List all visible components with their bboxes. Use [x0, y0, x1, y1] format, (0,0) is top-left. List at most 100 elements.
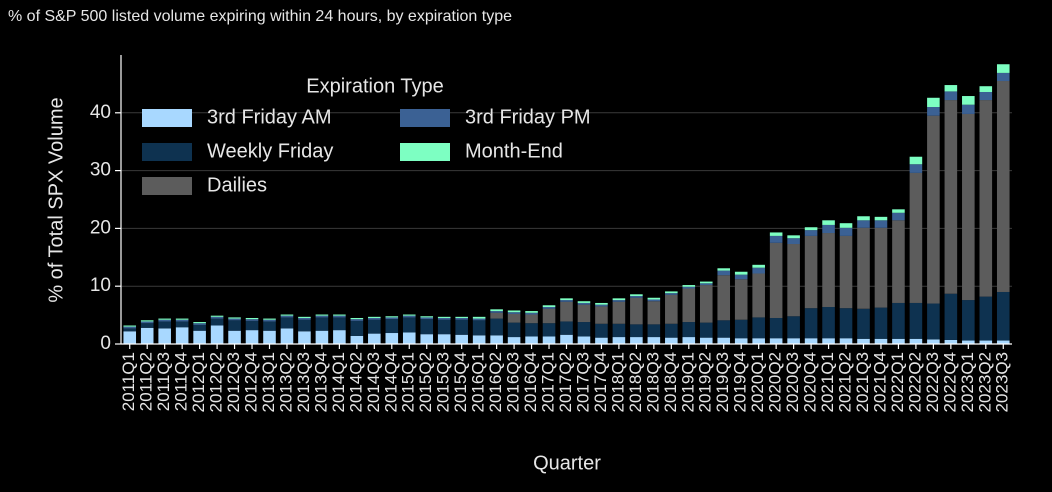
- bar-segment: [996, 291, 1010, 341]
- bar-segment: [158, 319, 171, 322]
- bar-segment: [193, 330, 206, 344]
- bar-segment: [280, 317, 294, 329]
- bar-segment: [402, 317, 416, 333]
- x-tick-label: 2020Q2: [766, 352, 785, 413]
- bar-segment: [490, 312, 503, 319]
- y-tick-label: 10: [90, 275, 111, 296]
- bar-segment: [245, 319, 259, 321]
- bar-segment: [647, 337, 661, 344]
- y-axis-label: % of Total SPX Volume: [45, 97, 67, 302]
- bar-segment: [542, 323, 556, 337]
- bar-segment: [315, 330, 329, 344]
- bar-segment: [734, 274, 748, 280]
- bar-segment: [752, 338, 765, 344]
- x-tick-label: 2023Q3: [993, 352, 1012, 413]
- x-tick-label: 2012Q4: [242, 352, 261, 413]
- x-tick-label: 2012Q1: [189, 352, 208, 413]
- bar-segment: [769, 317, 783, 339]
- bar-segment: [472, 320, 486, 336]
- x-tick-label: 2014Q1: [329, 352, 348, 413]
- bar-segment: [577, 322, 591, 337]
- bar-segment: [682, 337, 696, 344]
- x-tick-label: 2013Q3: [294, 352, 313, 413]
- bar-segment: [682, 288, 696, 323]
- bar-segment: [734, 279, 748, 320]
- bar-segment: [158, 328, 171, 344]
- bar-segment: [857, 308, 870, 339]
- bar-segment: [612, 301, 626, 324]
- bar-segment: [892, 220, 905, 303]
- bar-segment: [822, 233, 835, 308]
- x-tick-label: 2013Q1: [259, 352, 278, 413]
- bar-segment: [682, 286, 696, 289]
- bar-segment: [874, 227, 888, 308]
- bar-segment: [263, 321, 276, 331]
- bar-segment: [996, 340, 1010, 344]
- bar-segment: [787, 316, 800, 339]
- bar-segment: [123, 331, 137, 344]
- bar-segment: [158, 321, 171, 329]
- x-tick-label: 2016Q3: [504, 352, 523, 413]
- bar-segment: [245, 320, 259, 331]
- bar-segment: [699, 281, 713, 284]
- bar-segment: [193, 323, 206, 325]
- bar-segment: [665, 294, 678, 324]
- bar-segment: [717, 320, 731, 338]
- x-tick-label: 2019Q4: [731, 352, 750, 413]
- bar-segment: [857, 216, 870, 221]
- bar-segment: [228, 330, 241, 344]
- bar-segment: [193, 322, 206, 324]
- bar-segment: [874, 338, 888, 344]
- bar-segment: [734, 338, 748, 344]
- bar-segment: [595, 302, 608, 305]
- bar-segment: [368, 317, 381, 320]
- x-tick-label: 2021Q2: [836, 352, 855, 413]
- bar-segment: [385, 316, 399, 318]
- bar-segment: [595, 337, 608, 344]
- bar-segment: [892, 209, 905, 213]
- x-tick-label: 2016Q2: [486, 352, 505, 413]
- bar-segment: [804, 235, 818, 309]
- x-tick-label: 2022Q2: [905, 352, 924, 413]
- bar-segment: [455, 317, 468, 320]
- bar-segment: [245, 330, 259, 344]
- bar-segment: [420, 319, 434, 335]
- bar-segment: [420, 334, 434, 344]
- bar-segment: [577, 301, 591, 303]
- bar-segment: [909, 302, 923, 339]
- x-tick-label: 2022Q4: [940, 352, 959, 413]
- bar-segment: [979, 296, 993, 341]
- bar-segment: [315, 317, 329, 331]
- bar-segment: [979, 91, 993, 101]
- bar-segment: [927, 115, 940, 304]
- bar-segment: [857, 227, 870, 309]
- bar-segment: [944, 85, 958, 92]
- bar-segment: [350, 319, 364, 321]
- bar-segment: [350, 317, 364, 320]
- bar-segment: [525, 323, 538, 337]
- x-tick-label: 2020Q1: [748, 352, 767, 413]
- x-tick-label: 2017Q3: [573, 352, 592, 413]
- bar-segment: [647, 301, 661, 325]
- x-tick-label: 2023Q1: [958, 352, 977, 413]
- x-tick-label: 2017Q2: [556, 352, 575, 413]
- bar-segment: [630, 296, 643, 298]
- bar-segment: [665, 323, 678, 338]
- bar-segment: [909, 156, 923, 165]
- bar-segment: [962, 340, 975, 344]
- bar-segment: [263, 319, 276, 322]
- bar-segment: [787, 238, 800, 245]
- bar-segment: [979, 100, 993, 297]
- x-tick-label: 2019Q3: [713, 352, 732, 413]
- x-tick-label: 2017Q4: [591, 352, 610, 413]
- bar-segment: [560, 334, 573, 344]
- bar-segment: [315, 315, 329, 318]
- bar-segment: [979, 340, 993, 344]
- bar-segment: [542, 308, 556, 324]
- bar-segment: [769, 242, 783, 318]
- x-axis-label: Quarter: [533, 452, 601, 474]
- chart-title: % of S&P 500 listed volume expiring with…: [8, 8, 512, 25]
- bar-segment: [996, 81, 1010, 292]
